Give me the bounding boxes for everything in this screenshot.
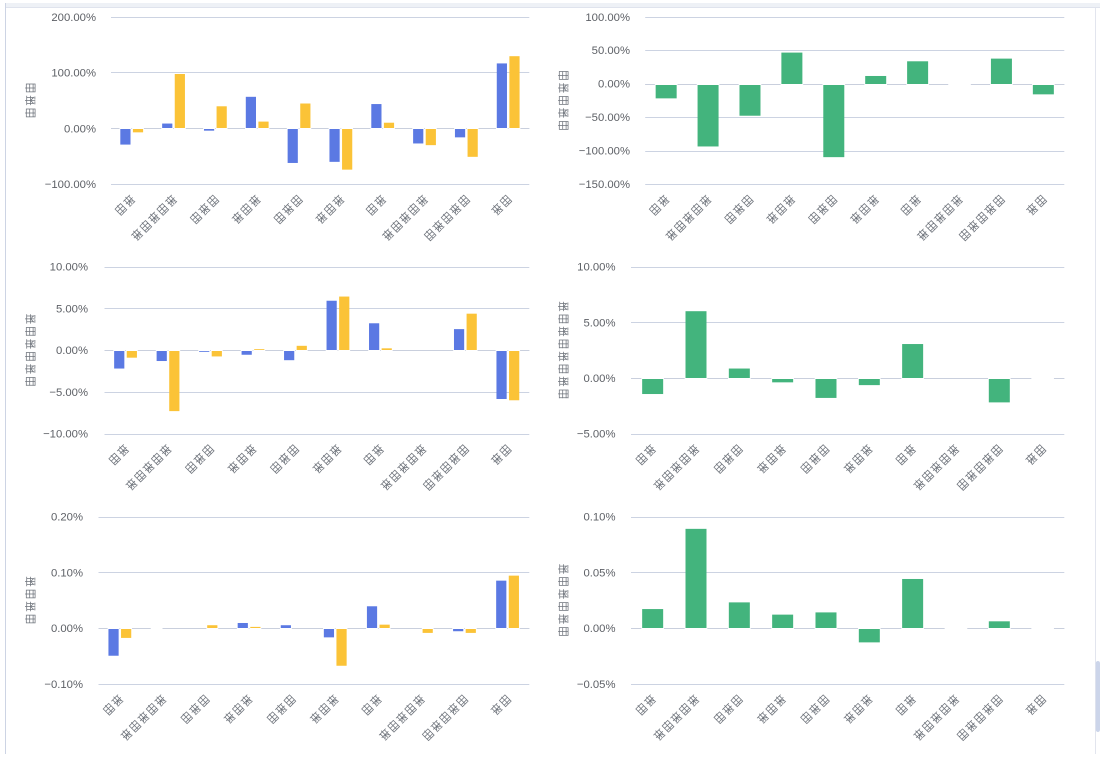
svg-text:0.00%: 0.00%	[598, 79, 630, 91]
svg-text:100.00%: 100.00%	[51, 68, 96, 80]
svg-text:10.00%: 10.00%	[50, 262, 88, 274]
svg-text:0.20%: 0.20%	[51, 512, 83, 524]
svg-text:−100.00%: −100.00%	[45, 179, 96, 191]
svg-text:0.00%: 0.00%	[56, 345, 88, 357]
svg-text:−150.00%: −150.00%	[579, 179, 630, 191]
svg-text:−5.00%: −5.00%	[49, 387, 88, 399]
svg-text:−100.00%: −100.00%	[579, 146, 630, 158]
svg-text:0.00%: 0.00%	[583, 623, 615, 635]
svg-text:0.10%: 0.10%	[583, 512, 615, 524]
svg-text:−5.00%: −5.00%	[577, 429, 616, 441]
svg-text:−0.10%: −0.10%	[44, 679, 83, 691]
svg-text:50.00%: 50.00%	[592, 45, 630, 57]
svg-text:5.00%: 5.00%	[583, 317, 615, 329]
svg-text:−10.00%: −10.00%	[43, 429, 88, 441]
svg-text:0.00%: 0.00%	[64, 123, 96, 135]
svg-text:5.00%: 5.00%	[56, 303, 88, 315]
svg-text:0.00%: 0.00%	[583, 373, 615, 385]
svg-text:100.00%: 100.00%	[585, 12, 630, 24]
svg-text:−0.05%: −0.05%	[577, 679, 616, 691]
svg-text:10.00%: 10.00%	[577, 262, 615, 274]
svg-text:0.10%: 0.10%	[51, 567, 83, 579]
svg-text:0.00%: 0.00%	[51, 623, 83, 635]
svg-text:−50.00%: −50.00%	[585, 112, 630, 124]
svg-text:0.05%: 0.05%	[583, 567, 615, 579]
svg-text:200.00%: 200.00%	[51, 12, 96, 24]
